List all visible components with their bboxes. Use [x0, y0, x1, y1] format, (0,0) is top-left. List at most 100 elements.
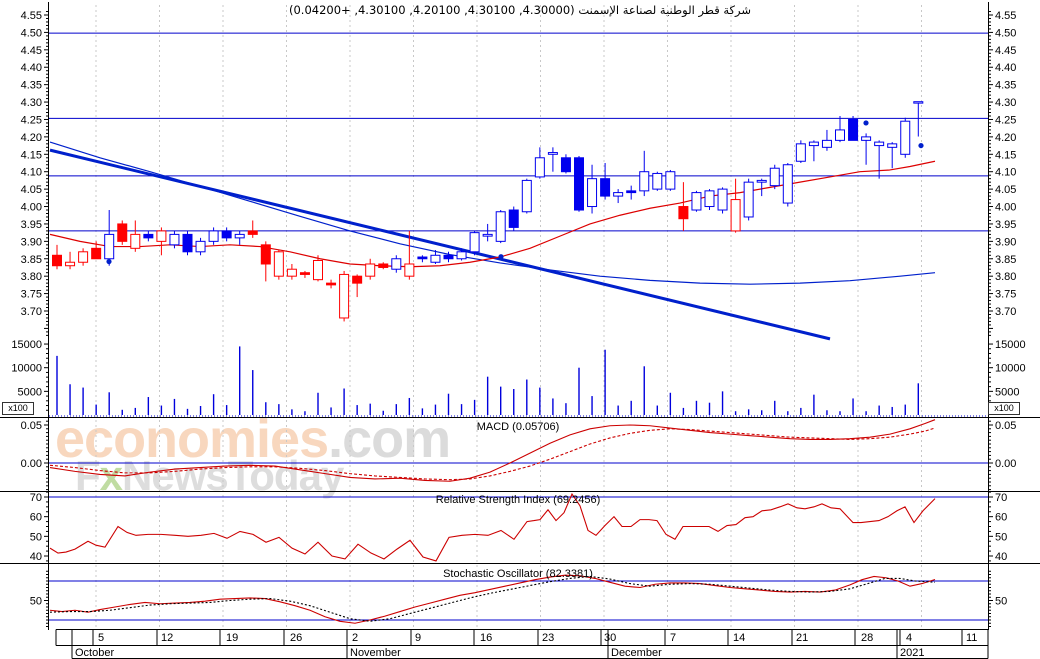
volume-axis-label: 5000 [18, 386, 42, 398]
candle-body [508, 209, 519, 228]
macd-axis-label: 0.00 [21, 458, 42, 470]
candle-body [795, 143, 806, 162]
price-axis-label: 4.25 [21, 114, 42, 126]
candle [704, 189, 715, 211]
candle-body [299, 272, 310, 275]
macd-axis-label: 0.05 [21, 420, 42, 432]
candle [52, 244, 62, 270]
candle-body [835, 129, 845, 141]
price-axis-label: 4.50 [995, 27, 1016, 39]
week-tick-label: 9 [415, 632, 421, 644]
candle-body [417, 256, 428, 260]
price-axis-label: 3.95 [995, 219, 1016, 231]
rsi-axis-label: 50 [995, 531, 1007, 543]
price-axis-label: 3.85 [995, 254, 1016, 266]
price-axis-label: 4.25 [995, 114, 1016, 126]
candle-body [52, 254, 62, 267]
rsi-axis-label: 40 [30, 551, 42, 563]
price-axis-label: 4.35 [21, 80, 42, 92]
week-tick-label: 19 [226, 632, 238, 644]
rsi-axis-label: 60 [30, 512, 42, 524]
candle-body [365, 263, 376, 277]
candle-body [652, 172, 663, 190]
candle [613, 189, 624, 204]
candle-body [495, 211, 506, 242]
candle-body [900, 120, 911, 155]
candle [652, 171, 663, 191]
rsi-line [49, 492, 936, 562]
stochastic-panel-title: Stochastic Oscillator (82.3381) [443, 568, 593, 580]
candle [691, 190, 702, 212]
candle-body [104, 233, 115, 260]
candle [273, 250, 284, 280]
price-axis-label: 4.30 [21, 97, 42, 109]
candle [600, 163, 611, 200]
candle [469, 230, 480, 256]
price-axis-label: 4.20 [21, 132, 42, 144]
candle-body [443, 254, 454, 260]
week-tick-label: 28 [861, 632, 873, 644]
rsi-axis-label: 50 [30, 531, 42, 543]
candle-body [808, 141, 819, 147]
candle-body [65, 261, 76, 267]
candle-body [861, 136, 872, 141]
signal-dot [918, 142, 924, 149]
candle [443, 251, 454, 263]
candle [169, 230, 180, 249]
week-tick-label: 7 [670, 632, 676, 644]
macd-lines [49, 419, 936, 482]
price-axis-label: 3.80 [995, 271, 1016, 283]
candle [547, 147, 558, 172]
week-tick-label: 2 [352, 632, 358, 644]
candle [156, 227, 167, 256]
week-tick-label: 12 [161, 632, 173, 644]
candle-body [247, 230, 258, 235]
candle-body [665, 171, 676, 190]
volume-axis-label: 10000 [11, 363, 42, 375]
rsi-axis-label: 60 [995, 512, 1007, 524]
ma-long-line [49, 141, 936, 285]
candle-body [782, 164, 793, 204]
price-axis-label: 4.05 [995, 184, 1016, 196]
candle-body [221, 230, 232, 239]
candle [365, 258, 376, 280]
volume-axis-label: 5000 [995, 386, 1019, 398]
candle-body [639, 171, 650, 192]
price-axis-label: 4.15 [21, 149, 42, 161]
candle [495, 210, 506, 244]
price-axis-label: 3.70 [21, 306, 42, 318]
candle-body [626, 190, 637, 194]
candle [900, 117, 911, 158]
volume-multiplier-right: x100 [988, 402, 1020, 415]
candle-body [756, 179, 767, 183]
candle [874, 140, 885, 179]
candle-body [560, 157, 571, 173]
candle-body [430, 254, 441, 263]
candle [91, 241, 102, 260]
candle-body [273, 251, 284, 277]
week-tick-label: 23 [542, 632, 554, 644]
candle [104, 210, 115, 266]
candle-body [130, 233, 141, 249]
candles [52, 101, 924, 322]
candle [195, 237, 206, 256]
candle [65, 251, 76, 270]
candle [782, 163, 793, 207]
signal-dot [498, 254, 504, 260]
weekly-gridlines [95, 5, 922, 628]
candle-body [613, 192, 624, 197]
stochastic-axis-label: 50 [995, 596, 1007, 608]
price-axis-label: 4.35 [995, 80, 1016, 92]
volume-multiplier-left: x100 [2, 402, 34, 415]
macd-line [49, 419, 936, 482]
candle [430, 250, 441, 264]
price-axis-label: 4.40 [995, 62, 1016, 74]
week-tick-label: 21 [796, 632, 808, 644]
candle-body [600, 178, 611, 197]
price-axis-label: 4.30 [995, 97, 1016, 109]
week-tick-label: 14 [733, 632, 745, 644]
watermark-economies: economies.com [55, 408, 451, 470]
month-tick-label: 2021 [900, 647, 924, 659]
candle-body [404, 263, 415, 277]
